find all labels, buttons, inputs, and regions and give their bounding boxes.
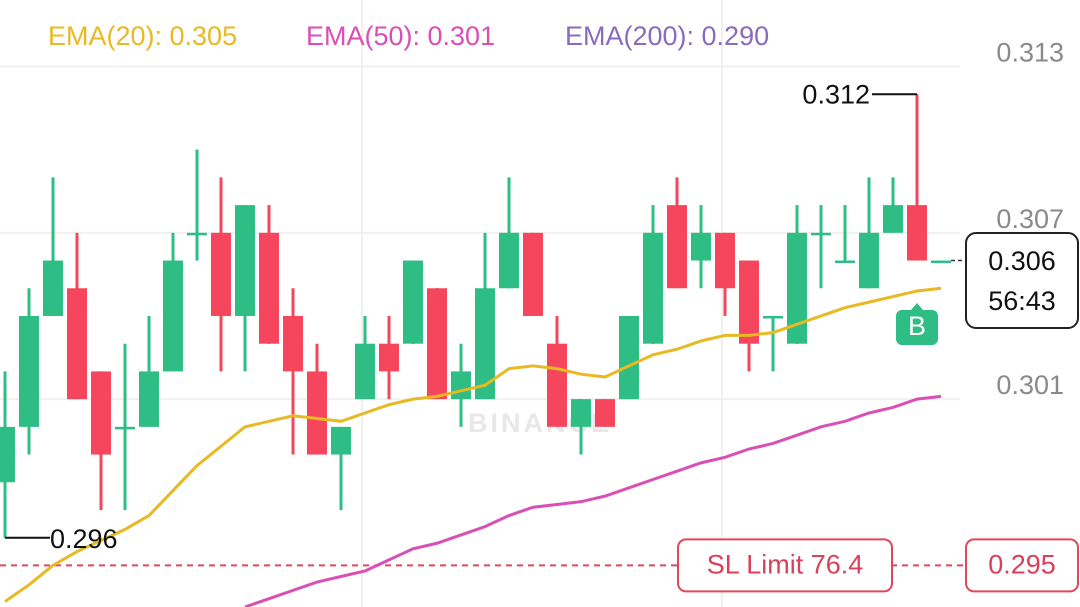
candle-body	[787, 232, 807, 344]
candle-body	[43, 260, 63, 316]
candle-body	[739, 260, 759, 344]
y-tick-label: 0.307	[996, 204, 1064, 234]
legend-entry: EMA(200): 0.290	[565, 21, 769, 51]
candle-body	[331, 426, 351, 455]
candle-body	[403, 260, 423, 344]
candle-body	[907, 205, 927, 261]
candle-body	[91, 371, 111, 455]
legend: EMA(20): 0.305 EMA(50): 0.301 EMA(200): 0.…	[48, 21, 769, 51]
candle-body	[307, 371, 327, 455]
sl-label: SL Limit 76.4	[707, 550, 864, 580]
candle-body	[355, 343, 375, 400]
low-label: 0.296	[50, 524, 118, 554]
candle-body	[643, 232, 663, 344]
candle-body	[859, 232, 879, 289]
candle-body	[67, 288, 87, 400]
sl-box	[677, 538, 893, 593]
y-tick-label: 0.313	[996, 38, 1064, 68]
candle-body	[379, 343, 399, 372]
price-box	[965, 232, 1079, 329]
candle-body	[235, 205, 255, 316]
plot	[0, 94, 951, 607]
candle-body	[451, 371, 471, 400]
countdown: 56:43	[988, 286, 1056, 316]
sl-price-box	[965, 538, 1079, 593]
candle-body	[475, 288, 495, 400]
candle-body	[547, 343, 567, 427]
candle-body	[667, 205, 687, 289]
candle-body	[571, 399, 591, 427]
candle-body	[523, 232, 543, 316]
y-tick-label: 0.301	[996, 370, 1064, 400]
high-label: 0.312	[802, 79, 870, 109]
candle-body	[715, 232, 735, 289]
candle-body	[835, 260, 855, 264]
candle-body	[595, 399, 615, 427]
candle-body	[211, 232, 231, 316]
ema-line	[244, 394, 942, 607]
buy-marker	[896, 303, 938, 345]
candle-body	[187, 232, 207, 236]
y-axis: 0.301 0.307 0.313	[996, 38, 1064, 401]
candle-body	[691, 232, 711, 261]
candle-body	[619, 315, 639, 400]
candle-body	[931, 260, 951, 264]
annotations: 0.312 0.296 0.306 56:43 B SL Limit 76.4 0.295	[5, 79, 1079, 593]
buy-marker-label: B	[908, 311, 926, 341]
current-price: 0.306	[988, 246, 1056, 276]
candle-body	[283, 315, 303, 372]
candle-body	[163, 260, 183, 372]
legend-entry: EMA(20): 0.305	[48, 21, 237, 51]
candle-body	[499, 232, 519, 289]
candle-body	[139, 371, 159, 427]
candle-body	[427, 288, 447, 400]
candle-body	[763, 315, 783, 319]
sl-price: 0.295	[988, 550, 1056, 580]
ema-line	[4, 286, 942, 603]
candle-body	[0, 426, 15, 483]
legend-entry: EMA(50): 0.301	[306, 21, 495, 51]
candle-body	[259, 232, 279, 344]
candle-body	[115, 426, 135, 430]
candle-body	[883, 205, 903, 233]
candle-body	[19, 315, 39, 427]
candle-body	[811, 232, 831, 236]
